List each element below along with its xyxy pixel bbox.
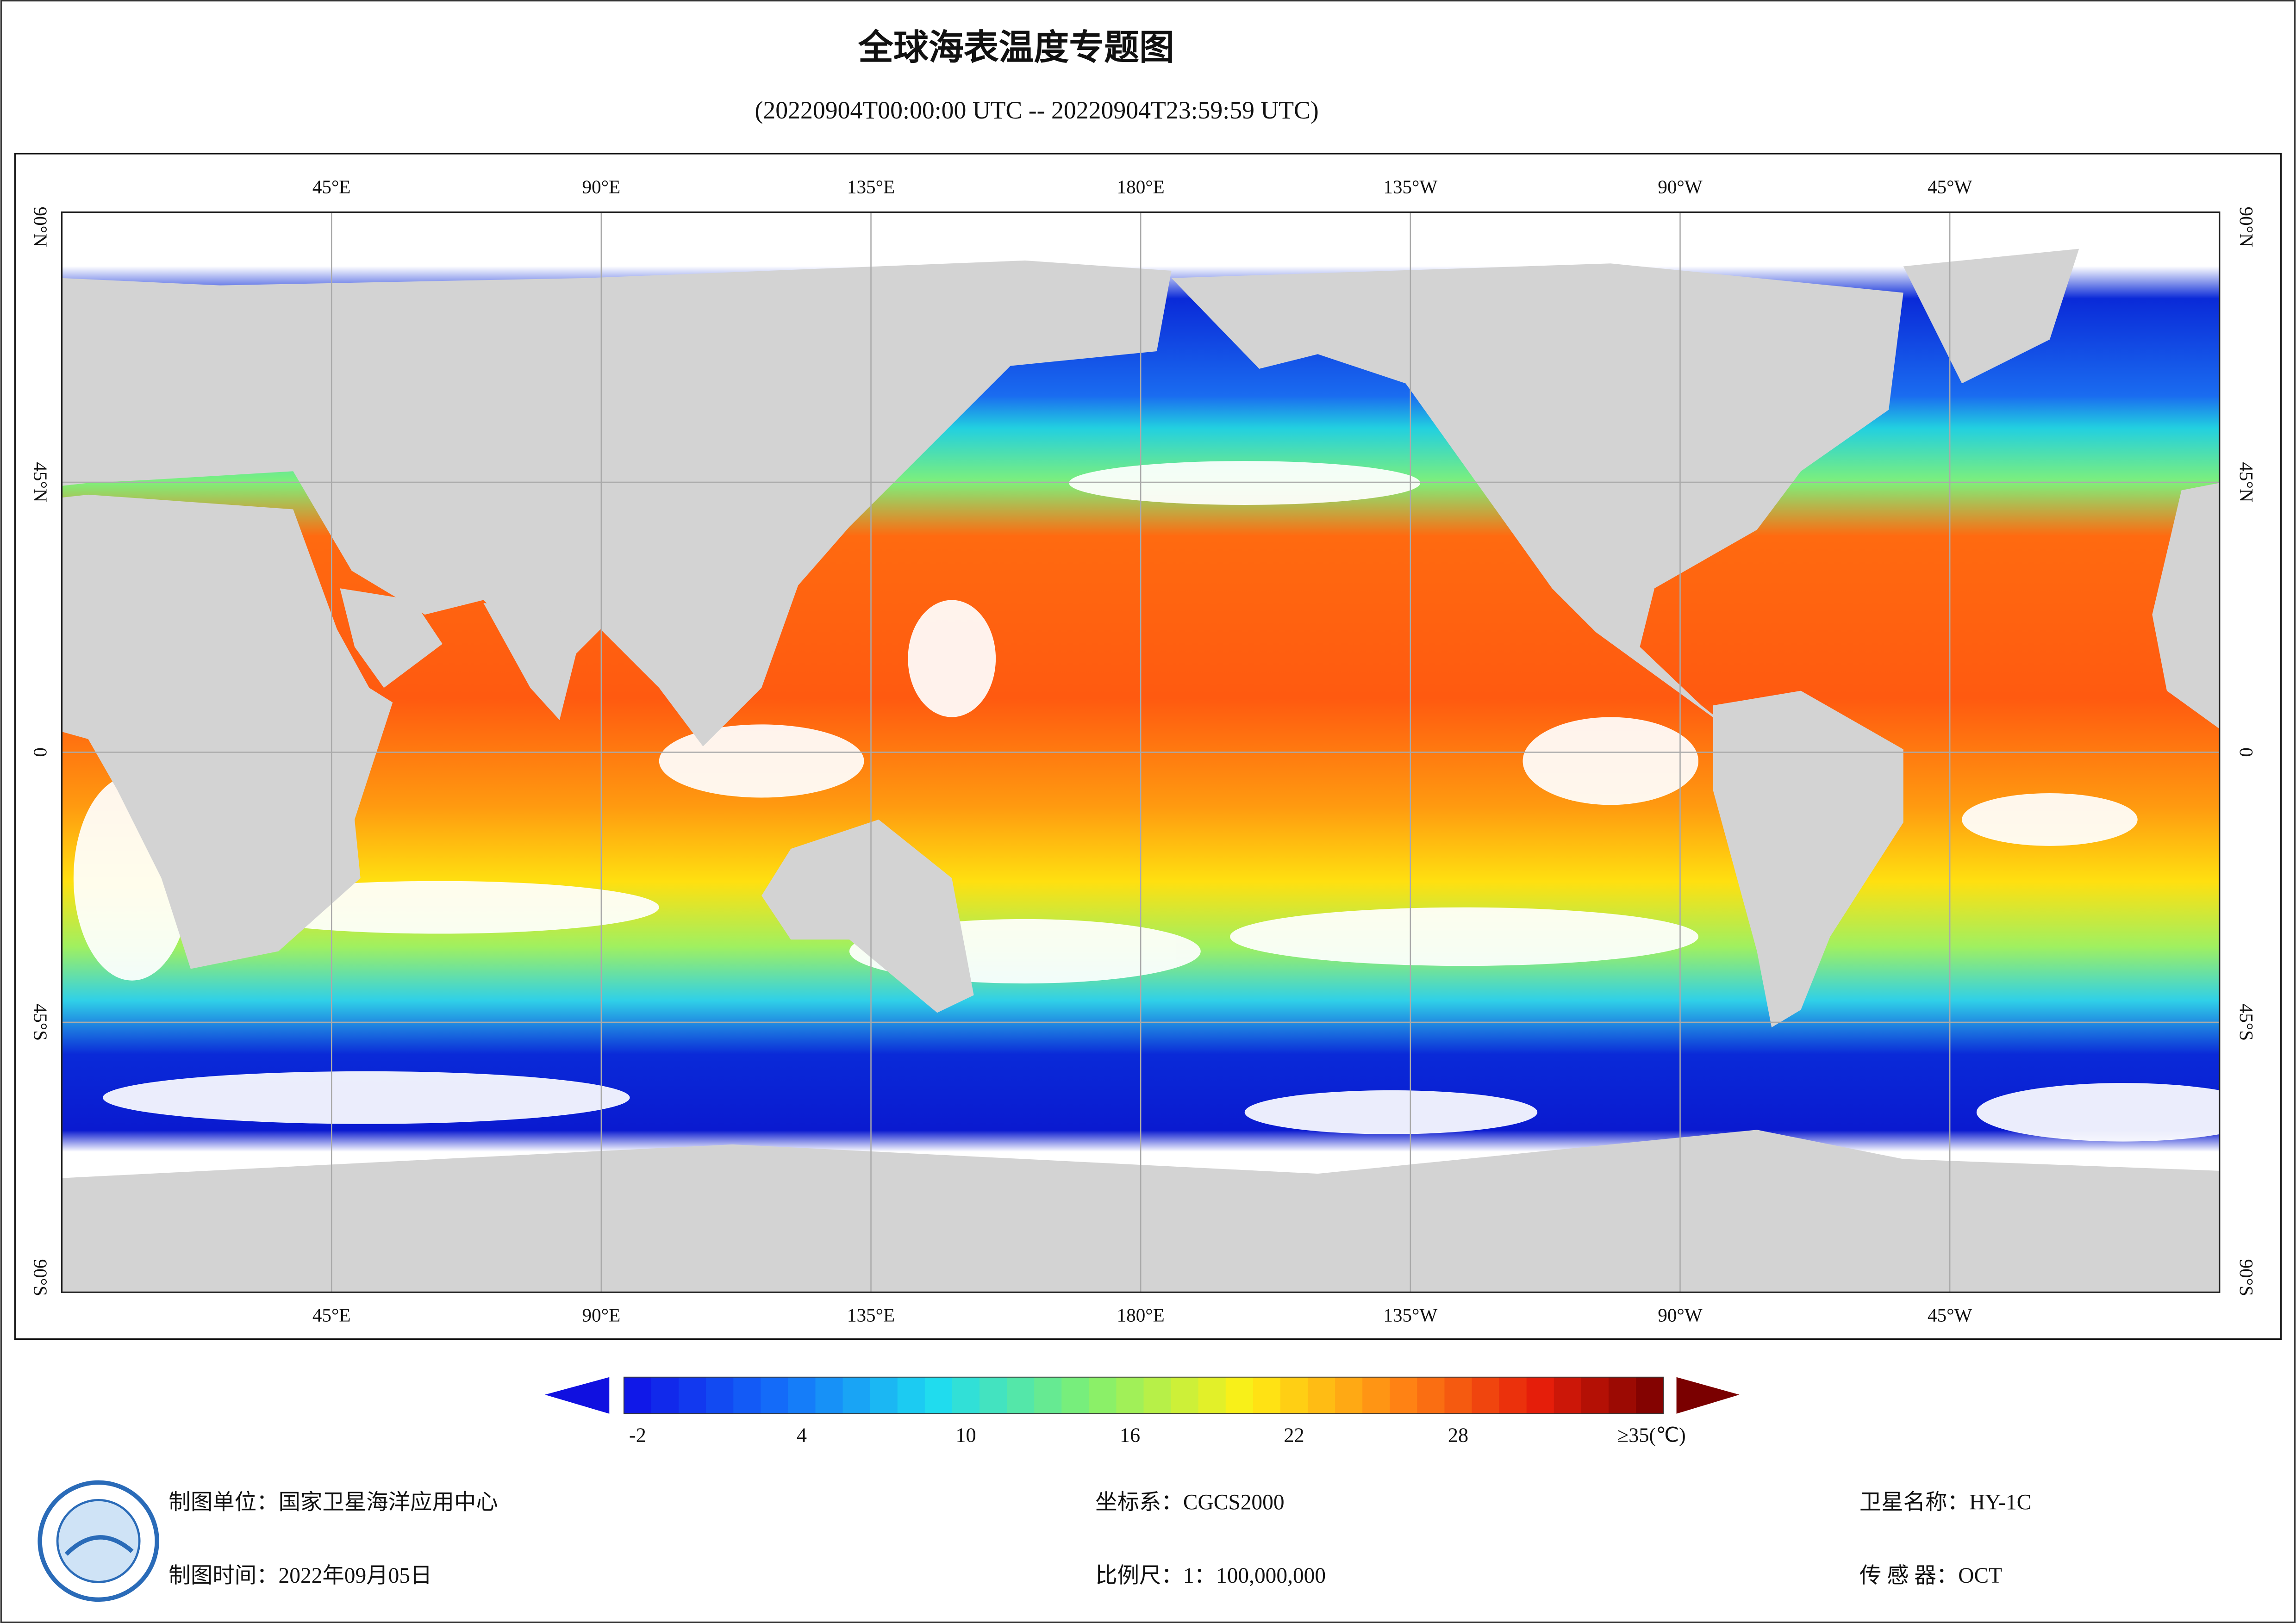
colorbar-cell: [1417, 1377, 1445, 1414]
footer-middle: 坐标系：CGCS2000: [1095, 1491, 1284, 1515]
colorbar-cell: [1499, 1377, 1527, 1414]
colorbar-outline: [623, 1376, 1664, 1414]
colorbar-cell: [1089, 1377, 1117, 1414]
colorbar-tick-label: 16: [1120, 1424, 1140, 1447]
colorbar-tick-label: 4: [797, 1424, 807, 1447]
lat-label-left: 45°N: [30, 462, 51, 502]
lat-label-left: 90°S: [30, 1259, 51, 1296]
lon-label-bottom: 90°E: [582, 1305, 621, 1326]
colorbar-cell: [1581, 1377, 1609, 1414]
colorbar-cell: [842, 1377, 871, 1414]
colorbar-cell: [706, 1377, 734, 1414]
colorbar-max-arrow: [1676, 1377, 1740, 1414]
footer-right: 卫星名称：HY-1C: [1859, 1491, 2031, 1515]
lat-label-right: 45°S: [2236, 1004, 2257, 1041]
lon-label-bottom: 45°W: [1928, 1305, 1972, 1326]
lat-label-right: 0: [2236, 747, 2257, 757]
colorbar-cell: [1608, 1377, 1636, 1414]
footer-left: 制图单位：国家卫星海洋应用中心: [168, 1491, 498, 1515]
colorbar-cell: [624, 1377, 652, 1414]
lon-label-bottom: 135°W: [1383, 1305, 1437, 1326]
lon-label-top: 45°E: [312, 176, 351, 197]
colorbar-cell: [1335, 1377, 1363, 1414]
colorbar-cell: [897, 1377, 925, 1414]
colorbar-tick-label: -2: [629, 1424, 646, 1447]
lat-label-right: 90°S: [2236, 1259, 2257, 1296]
colorbar-cell: [1308, 1377, 1336, 1414]
colorbar-cell: [1554, 1377, 1582, 1414]
colorbar-cell: [1198, 1377, 1226, 1414]
lon-label-top: 90°W: [1658, 176, 1703, 197]
colorbar-cell: [1225, 1377, 1254, 1414]
colorbar-tick-label: 22: [1284, 1424, 1304, 1447]
colorbar-cell: [1061, 1377, 1090, 1414]
colorbar-cell: [952, 1377, 980, 1414]
footer-middle: 比例尺：1：100,000,000: [1095, 1564, 1326, 1588]
colorbar-cell: [788, 1377, 816, 1414]
colorbar-segments: [623, 1376, 1664, 1414]
lon-label-bottom: 180°E: [1117, 1305, 1165, 1326]
colorbar-cell: [870, 1377, 898, 1414]
lon-label-top: 135°W: [1383, 176, 1437, 197]
lat-label-right: 45°N: [2236, 462, 2257, 502]
colorbar-cell: [1253, 1377, 1281, 1414]
lat-label-left: 90°N: [30, 207, 51, 247]
colorbar-cell: [651, 1377, 680, 1414]
colorbar-cell: [924, 1377, 953, 1414]
colorbar-cell: [1034, 1377, 1062, 1414]
lat-label-left: 0: [30, 747, 51, 757]
lon-label-top: 90°E: [582, 176, 621, 197]
footer-left: 制图时间：2022年09月05日: [168, 1564, 432, 1588]
colorbar-cell: [1171, 1377, 1199, 1414]
map-body: [61, 211, 2270, 1293]
lon-label-bottom: 135°E: [847, 1305, 895, 1326]
colorbar-cell: [1116, 1377, 1144, 1414]
colorbar-cell: [1472, 1377, 1500, 1414]
colorbar-cell: [1636, 1377, 1664, 1414]
colorbar-cell: [1007, 1377, 1035, 1414]
subtitle: (20220904T00:00:00 UTC -- 20220904T23:59…: [755, 96, 1319, 124]
title: 全球海表温度专题图: [858, 27, 1174, 68]
colorbar-cell: [815, 1377, 843, 1414]
footer-right: 传 感 器：OCT: [1859, 1564, 2002, 1588]
colorbar-tick-label: 28: [1448, 1424, 1468, 1447]
colorbar-tick-label: 10: [955, 1424, 976, 1447]
colorbar-cell: [761, 1377, 789, 1414]
lon-label-bottom: 45°E: [312, 1305, 351, 1326]
colorbar-cell: [980, 1377, 1008, 1414]
lon-label-bottom: 90°W: [1658, 1305, 1703, 1326]
colorbar-cell: [1390, 1377, 1418, 1414]
colorbar-cell: [1362, 1377, 1391, 1414]
colorbar-cell: [1444, 1377, 1472, 1414]
colorbar: [545, 1376, 1740, 1414]
graticule: [62, 212, 2220, 1293]
lon-label-top: 180°E: [1117, 176, 1165, 197]
colorbar-cell: [733, 1377, 761, 1414]
colorbar-cell: [1526, 1377, 1554, 1414]
colorbar-cell: [1143, 1377, 1172, 1414]
colorbar-cell: [679, 1377, 707, 1414]
lon-label-top: 45°W: [1928, 176, 1972, 197]
map-border: [61, 211, 2221, 1293]
lat-label-left: 45°S: [30, 1004, 51, 1041]
logo: [37, 1480, 159, 1602]
lat-label-right: 90°N: [2236, 207, 2257, 247]
colorbar-cell: [1280, 1377, 1308, 1414]
colorbar-min-arrow: [545, 1377, 610, 1414]
lon-label-top: 135°E: [847, 176, 895, 197]
colorbar-max-label: ≥35(℃): [1617, 1424, 1686, 1447]
